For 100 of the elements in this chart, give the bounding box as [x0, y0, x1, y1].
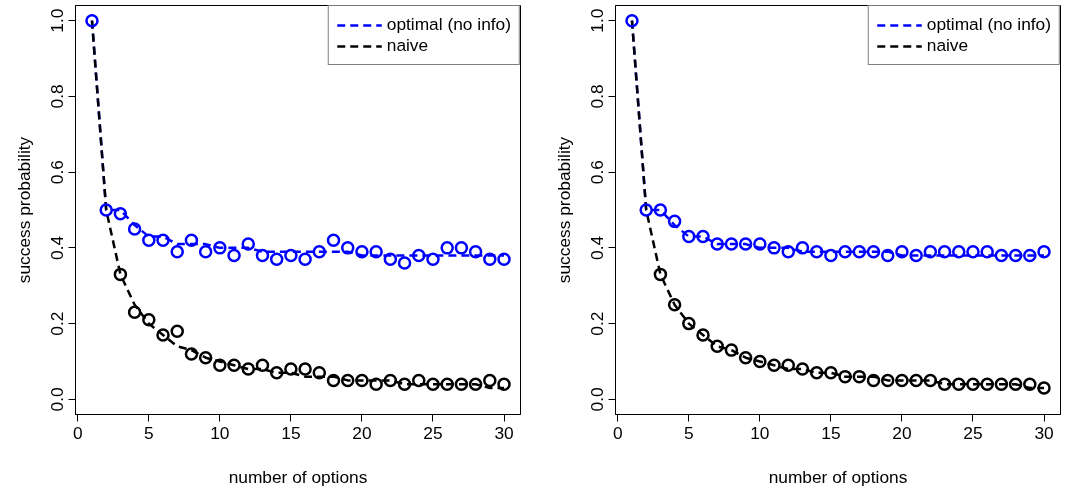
- point: [326, 373, 341, 388]
- x-tick-label: 30: [494, 422, 514, 443]
- point: [170, 324, 184, 338]
- point: [227, 248, 241, 263]
- point: [198, 350, 213, 365]
- x-tick-label: 25: [963, 422, 983, 443]
- point: [866, 373, 881, 388]
- point: [710, 339, 724, 354]
- point: [99, 203, 113, 217]
- x-tick-label: 5: [684, 422, 694, 443]
- point: [866, 244, 881, 259]
- point: [966, 377, 980, 391]
- point: [753, 237, 767, 251]
- point: [213, 241, 227, 255]
- point: [255, 358, 270, 373]
- point: [454, 241, 469, 255]
- point: [696, 328, 710, 342]
- y-tick-label: 0.2: [587, 311, 608, 336]
- point: [852, 244, 867, 259]
- x-tick-label: 15: [281, 422, 301, 443]
- y-tick-label: 1.0: [47, 8, 68, 33]
- point: [397, 377, 412, 391]
- point: [340, 241, 355, 255]
- point: [497, 252, 511, 266]
- point: [369, 377, 383, 391]
- point: [383, 373, 398, 388]
- y-axis-title: success probability: [553, 136, 574, 284]
- point: [767, 358, 781, 373]
- point: [1037, 244, 1051, 259]
- y-tick-label: 0.6: [587, 160, 608, 185]
- point: [198, 244, 213, 259]
- point: [682, 229, 696, 244]
- point: [667, 297, 682, 312]
- legend-label: naive: [926, 35, 969, 56]
- point: [809, 244, 824, 259]
- x-tick-label: 10: [750, 422, 770, 443]
- point: [653, 203, 668, 217]
- point: [298, 362, 312, 376]
- point: [724, 343, 739, 357]
- point: [412, 373, 426, 388]
- point: [440, 377, 454, 391]
- point: [767, 241, 781, 255]
- point: [284, 362, 298, 376]
- x-tick-label: 30: [1034, 422, 1054, 443]
- x-tick-label: 25: [423, 422, 443, 443]
- point: [994, 248, 1009, 263]
- point: [312, 244, 327, 259]
- point: [795, 362, 810, 376]
- y-tick-label: 0.4: [47, 235, 68, 260]
- point: [312, 366, 327, 380]
- point: [895, 373, 909, 388]
- y-tick-label: 1.0: [587, 8, 608, 33]
- point: [85, 13, 99, 28]
- y-tick-label: 0.8: [587, 84, 608, 109]
- point: [127, 222, 142, 236]
- point: [738, 237, 753, 251]
- point: [937, 244, 952, 259]
- x-axis-title: number of options: [228, 466, 368, 487]
- point: [383, 252, 398, 266]
- point: [980, 244, 994, 259]
- point: [852, 369, 867, 384]
- point: [156, 233, 170, 248]
- point: [1037, 381, 1051, 395]
- point: [952, 377, 966, 391]
- point: [1023, 377, 1037, 391]
- point: [113, 267, 128, 282]
- point: [298, 252, 312, 266]
- point: [880, 373, 895, 388]
- point: [994, 377, 1009, 391]
- point: [653, 267, 668, 282]
- legend-label: naive: [386, 35, 429, 56]
- point: [923, 373, 938, 388]
- legend-label: optimal (no info): [926, 14, 1051, 35]
- point: [397, 256, 412, 270]
- point: [895, 244, 909, 259]
- point: [696, 229, 710, 244]
- point: [184, 347, 199, 361]
- point: [639, 203, 653, 217]
- point: [440, 241, 454, 255]
- point: [1008, 377, 1023, 391]
- point: [923, 244, 938, 259]
- point: [724, 237, 739, 251]
- point: [838, 244, 852, 259]
- legend-label: optimal (no info): [386, 14, 511, 35]
- x-axis-title: number of options: [768, 466, 908, 487]
- point: [412, 248, 426, 263]
- point: [838, 369, 852, 384]
- point: [795, 241, 810, 255]
- x-tick-label: 0: [612, 422, 623, 443]
- point: [213, 358, 227, 373]
- point: [781, 244, 796, 259]
- point: [980, 377, 994, 391]
- point: [952, 244, 966, 259]
- point: [483, 252, 497, 266]
- point: [355, 373, 369, 388]
- point: [269, 366, 284, 380]
- point: [170, 244, 184, 259]
- point: [824, 248, 838, 263]
- y-tick-label: 0.0: [47, 387, 68, 412]
- point: [497, 377, 511, 391]
